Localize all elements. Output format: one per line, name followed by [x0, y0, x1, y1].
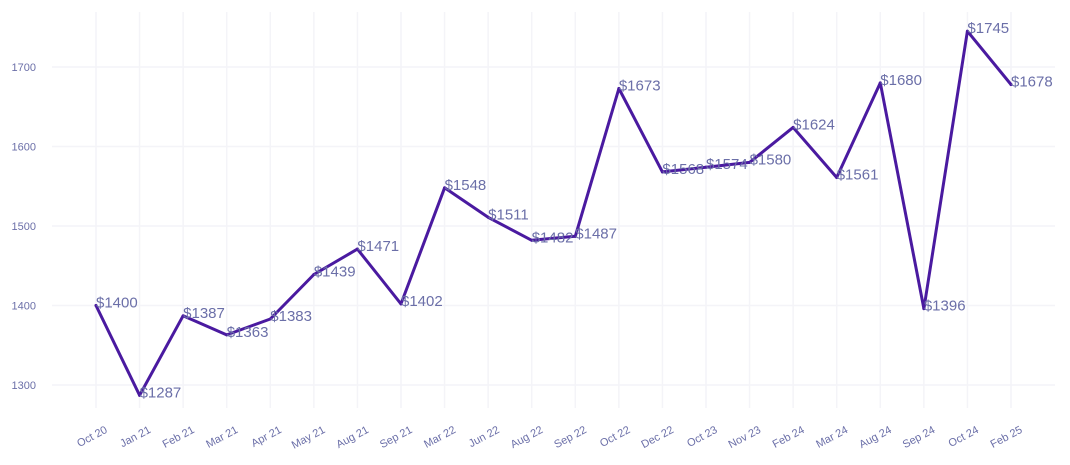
x-tick-label: Feb 25: [989, 424, 1025, 451]
x-tick-label: Sep 24: [901, 424, 937, 451]
data-point: [181, 314, 185, 318]
data-point: [922, 307, 926, 311]
data-point: [791, 125, 795, 129]
data-label: $1673: [619, 77, 661, 94]
x-tick-label: Nov 23: [727, 424, 763, 451]
x-tick-label: Oct 24: [947, 424, 981, 450]
x-tick-label: May 21: [290, 424, 327, 452]
y-tick-label: 1700: [12, 62, 36, 74]
x-tick-label: Feb 21: [161, 424, 197, 451]
data-label: $1561: [837, 167, 879, 184]
data-label: $1383: [270, 308, 312, 325]
x-tick-label: Oct 20: [75, 424, 109, 450]
series-line: [94, 29, 1013, 397]
x-tick-label: Feb 24: [771, 424, 807, 451]
data-point: [530, 238, 534, 242]
data-point: [94, 304, 98, 307]
data-point: [965, 29, 969, 33]
x-tick-label: Apr 21: [249, 424, 283, 450]
data-label: $1680: [880, 72, 922, 89]
data-label: $1396: [924, 298, 966, 315]
x-tick-label: Dec 22: [639, 424, 675, 451]
x-tick-label: Jan 21: [118, 424, 153, 450]
data-point: [399, 302, 403, 306]
grid: [52, 12, 1055, 408]
data-label: $1487: [575, 225, 617, 242]
data-label: $1745: [967, 20, 1009, 37]
data-point: [138, 393, 142, 397]
y-tick-label: 1300: [12, 380, 36, 392]
x-tick-label: Aug 22: [509, 424, 545, 451]
data-label: $1287: [140, 384, 182, 401]
data-point: [1009, 82, 1013, 86]
y-tick-label: 1400: [12, 301, 36, 313]
x-tick-label: Mar 21: [204, 424, 240, 451]
data-label: $1624: [793, 116, 835, 133]
series-layer: [94, 29, 1013, 397]
data-label: $1387: [183, 305, 225, 322]
data-label: $1511: [488, 206, 529, 223]
x-tick-label: Sep 22: [552, 424, 588, 451]
data-label: $1363: [227, 324, 269, 341]
data-point: [312, 272, 316, 276]
data-point: [660, 170, 664, 174]
data-labels: $1400 $1287 $1387$1363$1383 $1439$1471 $1402…: [96, 20, 1053, 401]
data-label: $1439: [314, 263, 356, 280]
x-axis-ticks: Oct 20 Jan 21 Feb 21 Mar 21 Apr 21 May 21 Aug …: [75, 424, 1024, 452]
x-tick-label: Mar 24: [814, 424, 850, 451]
x-tick-label: Aug 21: [334, 424, 370, 451]
data-point: [443, 186, 447, 190]
x-tick-label: Jun 22: [467, 424, 502, 450]
y-tick-label: 1600: [12, 142, 36, 154]
x-tick-label: Oct 23: [685, 424, 719, 450]
x-tick-label: Oct 22: [598, 424, 632, 450]
data-label: $1574: [706, 156, 748, 173]
data-point: [573, 234, 577, 238]
data-point: [225, 333, 229, 337]
data-point: [268, 317, 272, 321]
data-point: [617, 86, 621, 90]
data-point: [486, 215, 490, 219]
data-label: $1678: [1011, 73, 1053, 90]
x-tick-label: Aug 24: [857, 424, 893, 451]
data-label: $1402: [401, 293, 443, 310]
y-axis-ticks: 1300 1400 1500 1600 1700: [12, 62, 36, 392]
data-label: $1482: [532, 229, 574, 246]
x-tick-label: Sep 21: [378, 424, 414, 451]
data-point: [835, 176, 839, 180]
data-point: [878, 81, 882, 85]
y-tick-label: 1500: [12, 221, 36, 233]
data-label: $1471: [357, 238, 399, 255]
x-tick-label: Mar 22: [422, 424, 458, 451]
data-point: [355, 247, 359, 251]
data-point: [704, 165, 708, 169]
data-label: $1568: [662, 161, 704, 178]
data-label: $1580: [750, 151, 792, 168]
data-label: $1548: [445, 177, 487, 194]
data-point: [748, 160, 752, 164]
data-label: $1400: [96, 295, 138, 312]
